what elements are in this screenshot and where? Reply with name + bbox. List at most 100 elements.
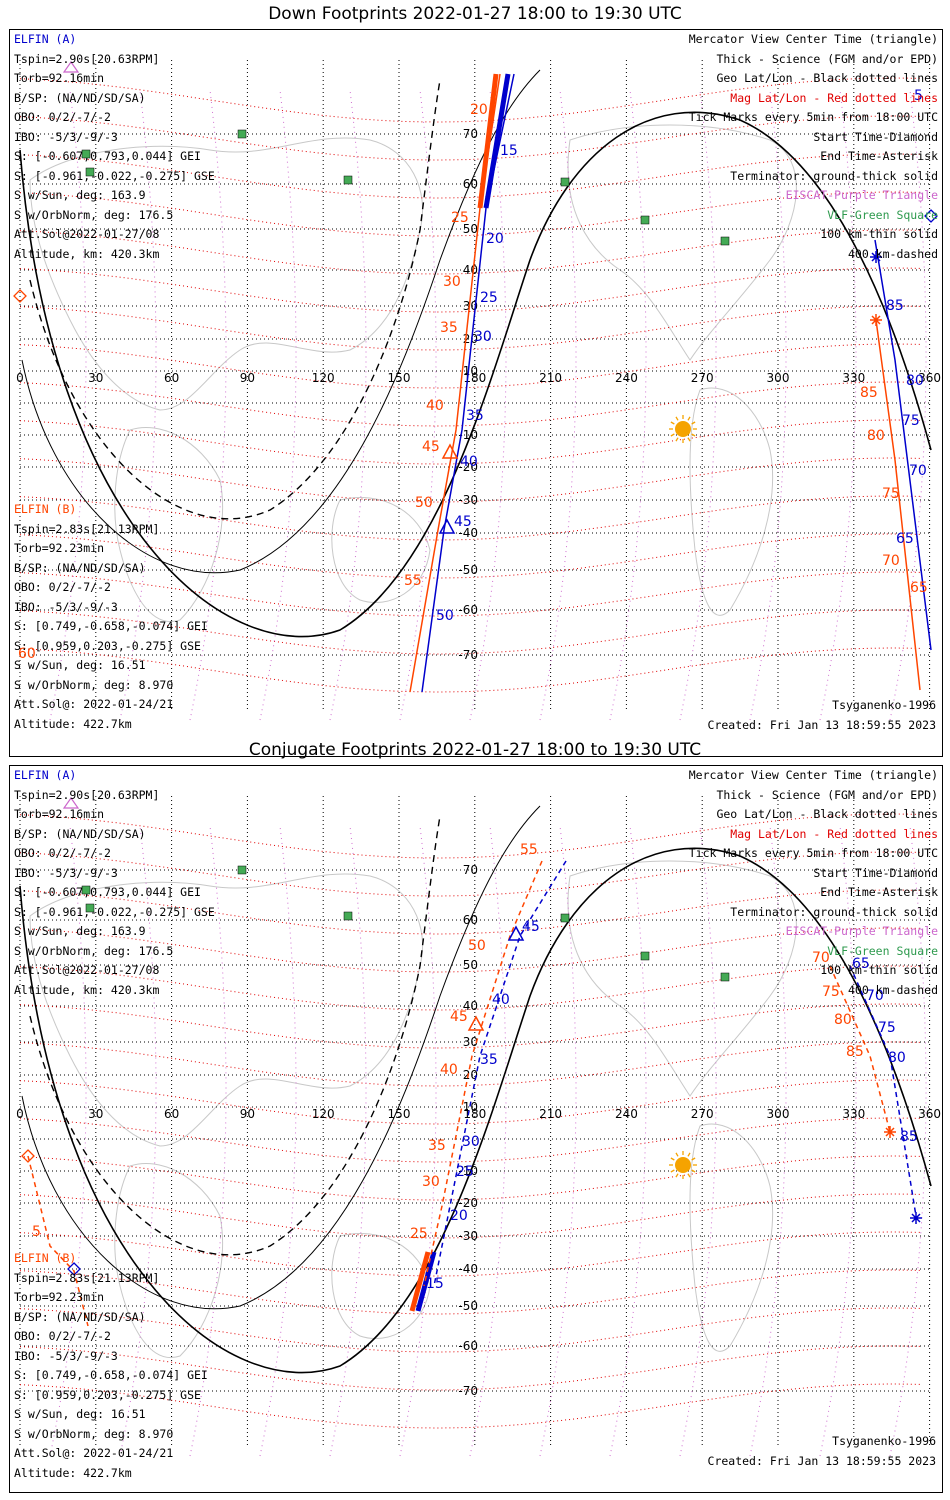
mag-latitude-line [19, 343, 921, 389]
sun-ray [675, 416, 679, 421]
elfin-b-track [27, 1155, 89, 1327]
orbit-100km-line [21, 805, 541, 1310]
elfin-b-info-conjugate: ELFIN (B) Tspin=2.83s[21.13RPM] Torb=92.… [14, 1249, 208, 1483]
mag-latitude-line [19, 381, 921, 427]
vlf-square-marker [640, 215, 650, 225]
elfin-a-label: ELFIN (A) [14, 32, 77, 46]
legend-line: 100 km-thin solid [820, 227, 938, 241]
longitude-tick-label: 180 [463, 371, 486, 385]
legend-line: Tick Marks every 5min from 18:00 UTC [688, 846, 938, 860]
info-line: Altitude: 422.7km [14, 716, 132, 731]
elfin-b-time-label: 55 [404, 573, 422, 589]
mag-latitude-line [19, 457, 921, 503]
longitude-tick-label: 330 [842, 1107, 865, 1121]
latitude-tick-label: -30 [458, 493, 478, 507]
coastline-outline [331, 496, 431, 604]
legend-line: Mag Lat/Lon - Red dotted lines [730, 826, 938, 841]
info-line: Altitude, km: 420.3km [14, 982, 160, 997]
sun-disc [675, 1157, 691, 1173]
latitude-tick-label: 30 [463, 1035, 478, 1049]
longitude-tick-label: 210 [539, 371, 562, 385]
legend-line: Mercator View Center Time (triangle) [688, 768, 938, 782]
orbit-400km-line [29, 815, 441, 1256]
info-line: IBO: -5/3/-9/-3 [14, 129, 118, 144]
elfin-a-label: ELFIN (A) [14, 768, 77, 782]
info-line: S: [-0.961,-0.022,-0.275] GSE [14, 904, 215, 919]
legend-line: Geo Lat/Lon - Black dotted lines [716, 807, 938, 821]
legend-line: Start Time-Diamond [813, 865, 938, 880]
info-line: S: [0.959,0.203,-0.275] GSE [14, 638, 201, 653]
elfin-a-track [433, 860, 567, 1287]
mag-latitude-line [19, 571, 921, 617]
sun-ray [691, 421, 696, 425]
coastline-outline [567, 860, 797, 1097]
elfin-b-time-label: 35 [440, 320, 458, 336]
elfin-b-time-label: 30 [422, 1174, 440, 1190]
mag-latitude-line [19, 495, 921, 541]
info-line: Tspin=2.90s[20.63RPM] [14, 51, 160, 66]
latitude-tick-label: -70 [458, 648, 478, 662]
longitude-tick-label: 90 [240, 371, 255, 385]
conjugate-footprints-panel: 0 30 60 90 120 150 180 210 240 270 300 330 360 70 60 50… [9, 765, 943, 1493]
longitude-tick-label: 330 [842, 371, 865, 385]
longitude-tick-label: 270 [691, 371, 714, 385]
info-line: Altitude: 422.7km [14, 1465, 132, 1480]
mag-latitude-line [19, 1079, 921, 1125]
elfin-b-time-label: 5 [32, 1224, 41, 1240]
longitude-tick-label: 270 [691, 1107, 714, 1121]
vlf-square-marker [343, 175, 353, 185]
sun-ray [670, 421, 675, 425]
latitude-tick-label: -60 [458, 603, 478, 617]
latitude-tick-label: -30 [458, 1229, 478, 1243]
legend-line: EISCAT-Purple Triangle [785, 188, 938, 202]
elfin-a-time-label: 85 [900, 1129, 918, 1145]
elfin-a-time-label: 70 [866, 988, 884, 1004]
sun-icon [669, 1151, 697, 1179]
longitude-tick-label: 150 [388, 1107, 411, 1121]
info-line: S: [0.959,0.203,-0.275] GSE [14, 1387, 201, 1402]
vlf-square-marker [720, 972, 730, 982]
vlf-square-marker [81, 149, 91, 159]
info-line: Tspin=2.83s[21.13RPM] [14, 521, 160, 536]
sun-ray [675, 437, 679, 442]
longitude-tick-label: 30 [88, 1107, 103, 1121]
elfin-b-time-label: 40 [426, 398, 444, 414]
latitude-tick-label: 50 [463, 222, 478, 236]
longitude-tick-label: 300 [767, 1107, 790, 1121]
elfin-b-time-label: 65 [910, 580, 928, 596]
elfin-a-time-label: 75 [878, 1020, 896, 1036]
longitude-tick-label: 60 [164, 1107, 179, 1121]
coastline-outline [29, 873, 424, 1147]
info-line: S: [-0.961,-0.022,-0.275] GSE [14, 168, 215, 183]
latitude-tick-label: 40 [463, 263, 478, 277]
legend-down: Mercator View Center Time (triangle) Thi… [689, 30, 938, 264]
elfin-a-time-label: 35 [480, 1052, 498, 1068]
legend-line: Tick Marks every 5min from 18:00 UTC [688, 110, 938, 124]
legend-line: Thick - Science (FGM and/or EPD) [716, 787, 938, 802]
elfin-b-track [423, 860, 543, 1287]
asterisk-end-marker [884, 1126, 896, 1138]
legend-line: 100 km-thin solid [820, 963, 938, 977]
sun-ray [687, 1173, 691, 1178]
vlf-square-marker [85, 167, 95, 177]
legend-line: Terminator: ground-thick solid [730, 904, 938, 919]
info-line: Torb=92.16min [14, 807, 105, 821]
info-line: S: [-0.607,0.793,0.044] GEI [14, 885, 201, 899]
elfin-b-time-label: 55 [520, 842, 538, 858]
sun-ray [691, 1169, 696, 1173]
sun-ray [670, 433, 675, 437]
info-line: S w/OrbNorm, deg: 8.970 [14, 677, 174, 692]
longitude-tick-label: 150 [388, 371, 411, 385]
elfin-b-time-label: 20 [470, 102, 488, 118]
sun-ray [670, 1157, 675, 1161]
mag-latitude-line [19, 229, 921, 275]
elfin-b-time-label: 70 [812, 950, 830, 966]
info-line: Altitude, km: 420.3km [14, 246, 160, 261]
coastline-outline [689, 387, 774, 616]
info-line: B/SP: (NA/ND/SD/SA) [14, 560, 146, 575]
elfin-b-time-label: 25 [451, 210, 469, 226]
mag-latitude-line [19, 153, 921, 199]
elfin-b-time-label: 80 [834, 1012, 852, 1028]
mag-latitude-line [19, 813, 921, 859]
mag-latitude-line [19, 1307, 921, 1353]
